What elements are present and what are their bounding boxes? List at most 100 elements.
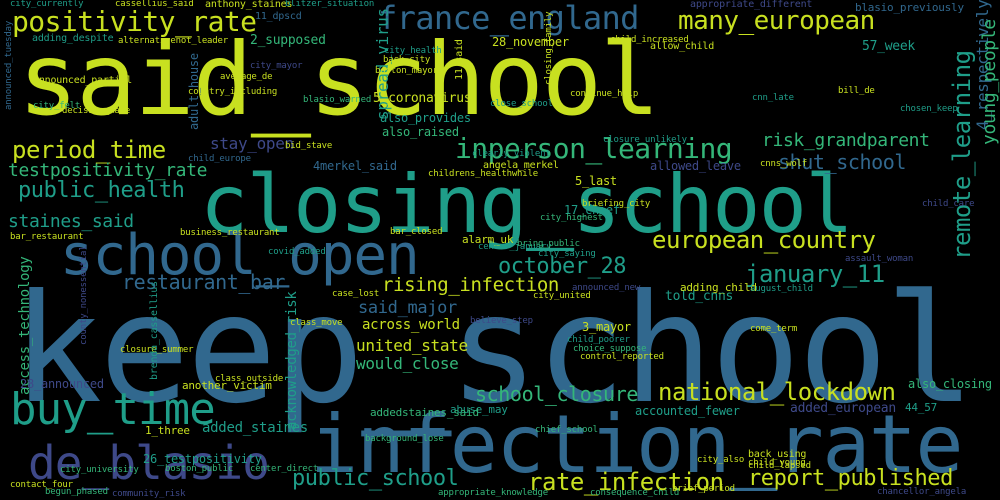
word-business-restaurant: business_restaurant [180,228,280,238]
word-case-lost: case_lost [332,289,380,299]
word-announced-tuesday: announced_tuesday [4,20,14,110]
word-across-world: across_world [362,317,460,333]
word-5-coronavirus: 5_coronavirus [373,91,472,106]
word-alarm-uk: alarm_uk [462,233,514,246]
word-chosen-keep: chosen_keep [900,104,958,114]
word-bill-de: bill_de [838,86,875,96]
word-inperson-learning: inperson_learning [455,132,733,165]
word-shut-school: shut_school [778,150,907,174]
word-child-care: child_care [922,199,975,209]
word-public-school: public_school [292,466,459,491]
word-1-three: 1_three [145,424,190,437]
word-adding-despite: adding_despite [32,33,114,44]
word-28-announced: 28_announced [20,377,104,391]
word-child-lapsed: child_lapsed [748,461,811,471]
word-class-outside: class_outside [215,374,284,384]
word-infection-rate: infection_rate [310,398,964,491]
word-briefing-city: briefing_city [582,199,651,209]
word-blitzer-situation: blitzer_situation [285,0,375,9]
word-abuse-may: abuse_may [450,403,508,416]
word-chancellor-angela: chancellor_angela [877,487,967,497]
word-city-united: city_united [533,291,591,301]
word-child-poorer: child_poorer [567,335,630,345]
word-also-provides: also_provides [380,111,471,125]
word-decision-made: decision_made [62,106,131,116]
word-bid-stave: bid_stave [285,141,333,151]
word-angela-merkel: angela_merkel [483,160,559,171]
word-contact-four: contact_four [10,480,73,490]
word-28-november: 28_november [492,35,569,49]
word-august-child: august_child [750,284,813,294]
word-begun-phased: begun_phased [45,487,108,497]
word-come-term: come_term [750,324,798,334]
word-center-january: center_january [478,242,552,252]
word-consequence-child: consequence_child [590,488,680,498]
word-class-move: class_move [290,318,343,328]
word-child-increased: child_increased [610,35,689,45]
word-adding-child: adding_child [680,281,757,294]
word-cassellius-said: cassellius_said [115,0,194,9]
word-stay-open: stay_open [210,134,294,153]
word-addedstaines-said: addedstaines_said [370,406,479,419]
word-public-health: public_health [18,178,185,203]
word-young-people: young_people [979,19,1000,145]
word-remote-learning: remote_learning [948,50,976,260]
word-allow-child: allow_child [650,41,715,52]
word-city-felt: city_felt [33,101,81,111]
word-positivity-rate: positivity_rate [12,5,257,38]
word-restaurant-bar: restaurant_bar [122,270,285,294]
word-closure-summer: closure_summer [120,345,194,355]
word-covid-added: covid_added [268,247,326,257]
word-closure-unlikely: closure_unlikely [603,135,687,145]
word-control-reported: control_reported [580,352,664,362]
word-blasio-warned: blasio_warned [303,95,372,105]
word-44-57: 44_57 [905,401,938,414]
word-continue-help: continue_help [570,89,639,99]
word-chief-school: chief_school [535,425,598,435]
word-17-chief: 17_chief [564,203,620,217]
word-4merkel-said: 4merkel_said [313,159,397,173]
word-closing-school: closing_school [200,158,854,251]
word-de-blasio: de_blasio [28,436,270,490]
word-city-university: city_university [60,465,139,475]
word-close-school: close_school [490,99,553,109]
word-added-staines: added_staines [202,420,308,436]
word-announced-partial: announced_partial [33,75,132,86]
word-believe-step: believe_step [470,316,533,326]
word-childrens-healthwhile: childrens_healthwhile [428,169,539,179]
word-would-close: would_close [356,354,459,373]
word-city-also: city_also [697,455,745,465]
word-january-11: january_11 [745,260,885,288]
word-access-technology: access_technology [17,256,33,395]
word-rate-infection: rate_infection [528,468,724,496]
word-choice-suppose: choice_suppose [573,344,647,354]
word-city-currently: city_currently [10,0,84,9]
word-5-last: 5_last [575,174,617,188]
word-clearly-violent: clearly_violent [472,149,551,159]
word-average-de: average_de [220,72,273,82]
word-accounted-fewer: accounted_fewer [635,404,740,418]
word-many-european: many_european [678,6,875,36]
word-period-time: period_time [12,136,166,164]
word-26-testpositivity: 26_testpositivity [143,452,262,466]
word-announced-new: announced_new [572,283,641,293]
word-allowed-leave: allowed_leave [650,159,741,173]
word-national-lockdown: national_lockdown [658,378,896,406]
word-risk-grandparent: risk_grandparent [762,130,930,151]
word-alternativenot-leader: alternativenot_leader [118,36,229,46]
word-2-supposed: 2_supposed [250,33,326,48]
word-keep-school: keep_school [12,263,975,437]
word-11-dpscd: 11_dpscd [255,11,302,22]
word-bar-restaurant: bar_restaurant [10,232,84,242]
word-bar-closed: bar_closed [390,227,443,237]
word-city-mayor: city_mayor [250,61,303,71]
word-rising-infection: rising_infection [382,274,559,296]
word-buy-time: buy_time [10,384,216,435]
word-center-direct: center_direct [250,464,319,474]
word-report-published: report_published [748,466,953,491]
word-said-school: said_school [18,21,660,138]
word-appropriate-different: appropriate_different [690,0,813,10]
word-city-highest: city_highest [540,213,603,223]
word-country-including: country_including [188,87,278,97]
